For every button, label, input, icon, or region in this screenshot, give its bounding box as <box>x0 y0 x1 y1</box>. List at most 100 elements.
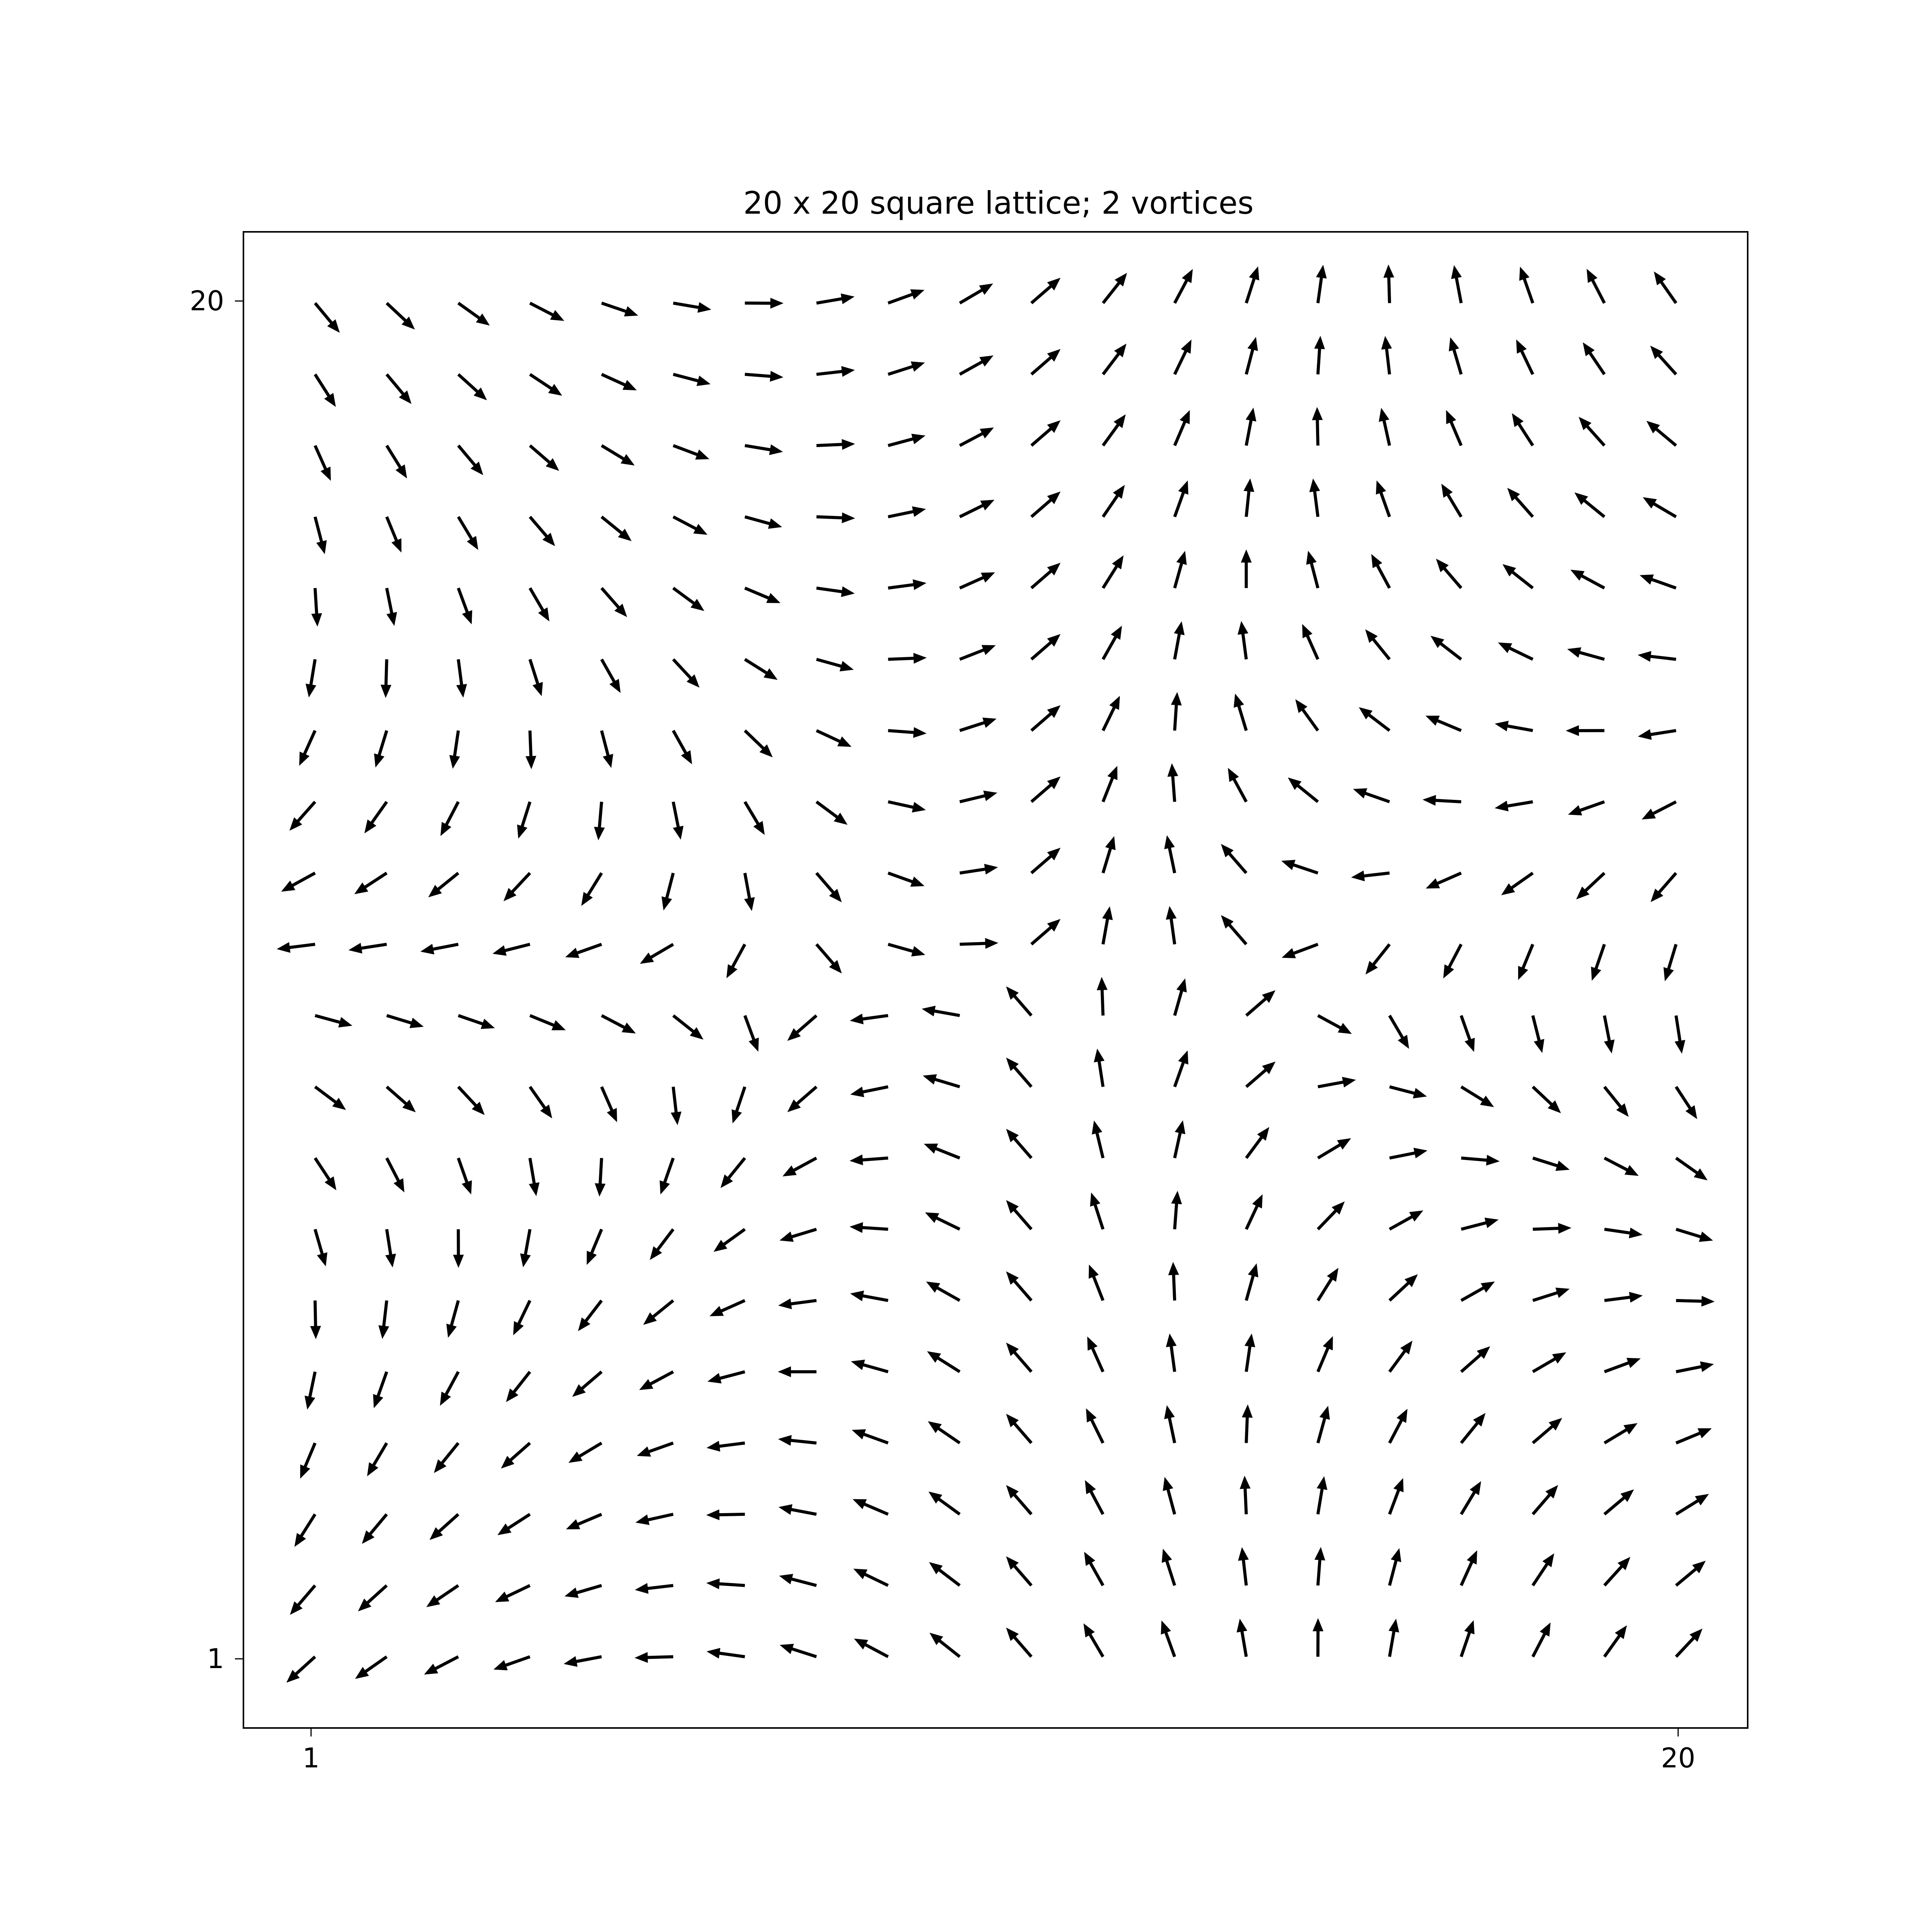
arrow-8-4 <box>778 1435 817 1446</box>
arrow-12-9 <box>1094 1048 1105 1087</box>
arrow-20-8 <box>1675 1156 1708 1180</box>
arrow-shaft <box>648 1370 674 1386</box>
arrow-15-19 <box>1314 336 1325 375</box>
arrow-shaft <box>1102 423 1120 447</box>
arrow-head <box>1629 1228 1643 1238</box>
arrow-head <box>1701 1296 1715 1307</box>
arrow-6-1 <box>634 1652 673 1663</box>
arrow-head <box>1512 413 1524 427</box>
arrow-shaft <box>1532 1424 1554 1444</box>
arrow-shaft <box>861 1294 889 1302</box>
arrow-4-16 <box>529 587 549 622</box>
arrow-14-2 <box>1238 1547 1249 1586</box>
arrow-head <box>849 1154 863 1165</box>
arrow-17-2 <box>1459 1550 1477 1586</box>
arrow-12-10 <box>1097 977 1108 1016</box>
arrow-4-1 <box>493 1655 531 1670</box>
arrow-shaft <box>1100 988 1105 1016</box>
arrow-5-8 <box>595 1158 606 1197</box>
arrow-2-15 <box>380 659 391 698</box>
arrow-13-17 <box>1173 480 1189 517</box>
arrow-15-10 <box>1317 1014 1352 1034</box>
arrow-head <box>578 1317 590 1331</box>
arrow-shaft <box>672 1087 678 1114</box>
arrow-shaft <box>646 1655 673 1659</box>
arrow-head <box>1006 1413 1019 1427</box>
arrow-head <box>517 824 527 839</box>
arrow-shaft <box>1245 1135 1264 1159</box>
arrow-18-12 <box>1501 872 1534 895</box>
arrow-shaft <box>1583 872 1605 893</box>
chart-title: 20 x 20 square lattice; 2 vortices <box>743 185 1254 221</box>
arrow-head <box>1697 1428 1712 1439</box>
arrow-shaft <box>646 1512 674 1522</box>
arrow-8-14 <box>816 729 852 747</box>
arrow-shaft <box>1173 1061 1185 1087</box>
arrow-20-15 <box>1638 651 1677 662</box>
arrow-1-19 <box>314 373 336 407</box>
arrow-7-14 <box>743 729 773 757</box>
arrow-6-18 <box>672 444 709 460</box>
arrow-shaft <box>1173 632 1181 660</box>
arrow-head <box>473 387 487 400</box>
arrow-7-9 <box>731 1086 747 1124</box>
arrow-head <box>277 942 291 953</box>
arrow-shaft <box>600 658 616 684</box>
arrow-6-7 <box>650 1228 675 1260</box>
arrow-head <box>1312 407 1323 420</box>
arrow-head <box>1083 1623 1095 1638</box>
arrow-18-1 <box>1531 1622 1551 1658</box>
arrow-shaft <box>359 942 387 950</box>
arrow-head <box>778 1366 791 1378</box>
arrow-8-12 <box>815 872 842 903</box>
arrow-17-6 <box>1460 1281 1495 1302</box>
arrow-2-2 <box>358 1584 388 1612</box>
arrow-head <box>456 684 467 698</box>
arrow-shaft <box>816 729 842 743</box>
arrow-shaft <box>1171 774 1176 802</box>
arrow-6-13 <box>672 801 684 840</box>
arrow-20-6 <box>1676 1296 1715 1307</box>
arrow-head <box>1085 1480 1096 1495</box>
arrow-head <box>440 1391 451 1406</box>
arrow-shaft <box>601 301 628 313</box>
arrow-shaft <box>816 515 844 520</box>
arrow-3-19 <box>457 373 487 400</box>
arrow-shaft <box>935 1286 961 1302</box>
arrow-shaft <box>863 1643 889 1658</box>
arrow-13-13 <box>1167 763 1179 802</box>
arrow-shaft <box>1316 1209 1338 1231</box>
arrow-18-16 <box>1502 564 1534 590</box>
arrow-head <box>1114 414 1126 428</box>
arrow-7-13 <box>743 801 765 835</box>
arrow-shaft <box>385 516 399 543</box>
arrow-shaft <box>512 1371 531 1394</box>
arrow-head <box>362 1530 375 1544</box>
arrow-shaft <box>1173 703 1178 731</box>
arrow-9-18 <box>888 434 925 447</box>
arrow-head <box>1006 1485 1019 1499</box>
arrow-7-16 <box>744 587 781 603</box>
arrow-4-5 <box>506 1371 531 1402</box>
arrow-head <box>778 1504 793 1515</box>
arrow-shaft <box>959 503 985 519</box>
arrow-head <box>373 1394 383 1408</box>
arrow-12-19 <box>1102 344 1127 376</box>
arrow-19-7 <box>1604 1228 1643 1238</box>
arrow-shaft <box>935 1216 961 1231</box>
arrow-shaft <box>1460 1490 1477 1515</box>
arrow-head <box>367 1462 379 1476</box>
arrow-shaft <box>1173 278 1189 304</box>
arrow-head <box>1502 564 1516 577</box>
arrow-10-2 <box>929 1562 961 1587</box>
arrow-head <box>621 1022 636 1034</box>
arrow-head <box>852 1499 867 1509</box>
arrow-shaft <box>1506 724 1533 732</box>
arrow-shaft <box>1097 1060 1105 1087</box>
arrow-head <box>1473 1413 1486 1427</box>
arrow-head <box>650 1246 662 1260</box>
arrow-6-9 <box>670 1087 682 1125</box>
arrow-shaft <box>1446 493 1463 518</box>
arrow-15-11 <box>1282 943 1319 958</box>
arrow-shaft <box>1030 854 1053 874</box>
